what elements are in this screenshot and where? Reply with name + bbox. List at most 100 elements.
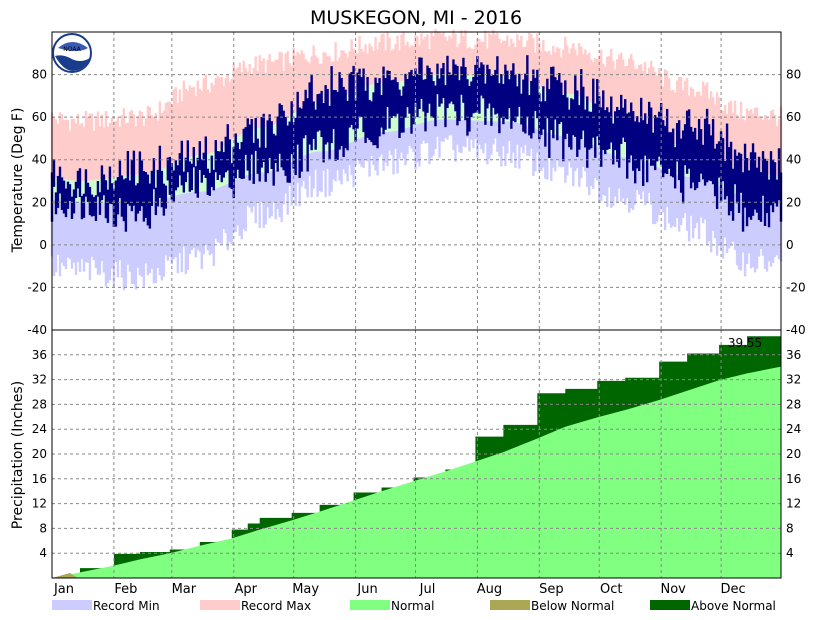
record-max-bar — [612, 60, 615, 118]
observed-temperature-bar — [236, 142, 239, 170]
record-max-bar — [632, 60, 635, 122]
observed-temperature-bar — [240, 142, 243, 179]
legend-label: Below Normal — [531, 599, 614, 613]
observed-temperature-bar — [651, 132, 655, 166]
record-min-bar — [140, 202, 144, 277]
observed-temperature-bar — [120, 175, 124, 217]
record-max-bar — [542, 40, 545, 89]
record-max-bar — [590, 59, 593, 104]
observed-temperature-bar — [336, 91, 339, 160]
observed-temperature-bar — [703, 118, 707, 186]
record-min-bar — [178, 194, 182, 253]
observed-temperature-bar — [653, 115, 657, 171]
record-min-bar — [98, 202, 102, 275]
record-min-bar — [715, 185, 719, 256]
record-max-bar — [386, 32, 389, 83]
observed-temperature-bar — [562, 94, 565, 162]
record-max-bar — [478, 38, 481, 76]
record-max-bar — [647, 67, 651, 129]
below-normal-precipitation-area — [52, 573, 78, 578]
observed-temperature-bar — [156, 169, 160, 207]
record-min-bar — [308, 153, 311, 176]
record-max-bar — [683, 80, 687, 147]
record-max-bar — [604, 67, 607, 114]
record-max-bar — [759, 116, 763, 174]
observed-temperature-bar — [118, 160, 122, 199]
record-max-bar — [424, 36, 427, 77]
record-min-bar — [446, 119, 449, 140]
record-max-bar — [122, 108, 126, 176]
record-min-bar — [56, 200, 60, 255]
record-max-bar — [142, 125, 146, 175]
record-min-bar — [382, 132, 385, 171]
record-max-bar — [232, 63, 235, 140]
record-max-bar — [767, 119, 771, 175]
observed-temperature-bar — [276, 116, 279, 172]
record-max-bar — [420, 33, 423, 78]
record-min-bar — [717, 186, 721, 244]
legend: Record Min Record Max Normal Below Normal Ab… — [52, 599, 776, 613]
observed-temperature-bar — [566, 97, 569, 134]
record-min-bar — [218, 187, 221, 244]
observed-temperature-bar — [416, 74, 419, 118]
observed-temperature-bar — [438, 78, 441, 107]
record-max-bar — [773, 114, 777, 176]
record-min-bar — [378, 132, 381, 158]
record-min-bar — [546, 132, 549, 180]
observed-temperature-bar — [138, 151, 142, 211]
record-min-bar — [675, 175, 679, 219]
observed-temperature-bar — [432, 81, 435, 118]
observed-temperature-bar — [238, 149, 241, 179]
observed-temperature-bar — [472, 76, 475, 114]
observed-temperature-bar — [763, 158, 767, 226]
record-max-bar — [689, 87, 693, 148]
record-max-bar — [98, 126, 102, 180]
record-min-bar — [406, 127, 409, 155]
record-max-bar — [747, 110, 751, 173]
record-min-bar — [739, 195, 743, 271]
record-min-bar — [264, 172, 267, 225]
record-min-bar — [440, 119, 443, 142]
record-min-bar — [392, 131, 395, 175]
record-min-bar — [428, 120, 431, 165]
observed-temperature-bar — [632, 111, 635, 171]
precipitation-tick-label-right: 28 — [786, 397, 801, 411]
observed-temperature-bar — [62, 180, 66, 214]
record-max-bar — [350, 39, 353, 94]
observed-temperature-bar — [458, 80, 461, 122]
legend-label: Record Min — [93, 599, 160, 613]
record-min-bar — [250, 173, 253, 213]
observed-temperature-bar — [102, 174, 106, 196]
record-max-bar — [586, 54, 589, 101]
record-max-bar — [146, 105, 150, 175]
observed-temperature-bar — [376, 82, 379, 149]
observed-temperature-bar — [518, 73, 521, 107]
record-max-bar — [494, 34, 497, 77]
temperature-tick-label-right: 40 — [786, 153, 801, 167]
observed-temperature-bar — [528, 95, 531, 136]
temperature-tick-label-right: -40 — [786, 323, 806, 337]
record-min-bar — [74, 202, 78, 275]
observed-temperature-bar — [260, 116, 263, 168]
observed-temperature-bar — [110, 183, 114, 205]
record-min-bar — [228, 182, 231, 242]
record-max-bar — [388, 37, 391, 83]
precipitation-tick-label-left: 20 — [32, 447, 47, 461]
record-max-bar — [256, 70, 259, 129]
record-min-bar — [536, 129, 539, 153]
record-max-bar — [426, 34, 429, 76]
record-min-bar — [68, 201, 72, 260]
record-min-bar — [705, 180, 709, 245]
record-min-bar — [242, 176, 245, 230]
record-max-bar — [594, 58, 597, 107]
observed-temperature-bar — [671, 128, 675, 178]
observed-temperature-bar — [116, 177, 120, 215]
observed-temperature-bar — [657, 111, 661, 157]
observed-temperature-bar — [733, 149, 737, 185]
record-max-bar — [262, 58, 265, 128]
record-max-bar — [84, 110, 88, 181]
observed-temperature-bar — [94, 195, 98, 221]
observed-temperature-bar — [522, 79, 525, 132]
record-max-bar — [318, 63, 321, 103]
record-max-bar — [624, 66, 627, 122]
